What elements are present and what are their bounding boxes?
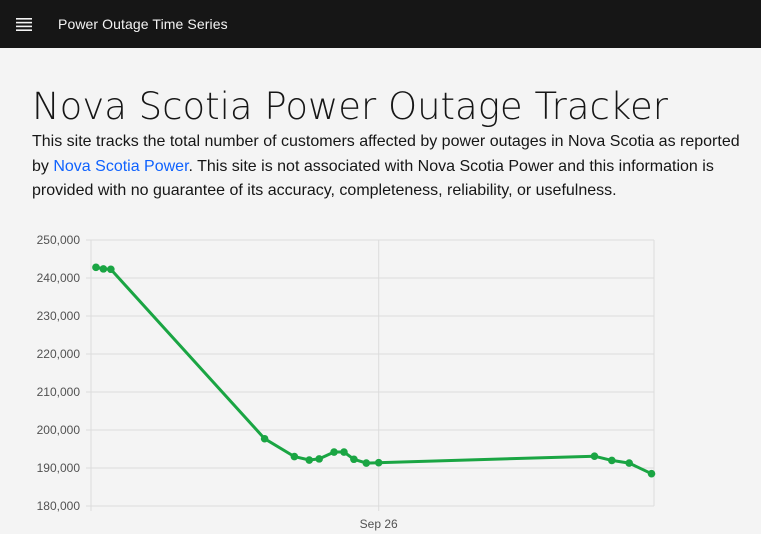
data-point [92,263,100,272]
y-tick-label: 180,000 [37,499,81,513]
data-point [590,452,599,461]
data-point [290,452,299,461]
nova-scotia-power-link[interactable]: Nova Scotia Power [53,157,189,175]
menu-button[interactable] [0,0,48,48]
intro-text-before-link: This site tracks the total number of cus… [32,133,740,175]
data-point [330,448,338,456]
y-tick-label: 250,000 [37,233,81,247]
data-point [374,458,383,467]
data-point [305,456,314,464]
top-header: Power Outage Time Series [0,0,761,48]
data-point [340,448,348,456]
y-tick-label: 240,000 [37,271,81,285]
hamburger-menu-icon [16,17,32,31]
y-tick-label: 190,000 [37,461,81,475]
y-tick-label: 220,000 [37,347,81,361]
page-title: Nova Scotia Power Outage Tracker [32,85,668,128]
data-point [315,455,323,463]
intro-text-after-link: . This site is not associated with Nova … [32,157,714,200]
data-point [107,265,115,274]
data-point [647,469,656,478]
y-tick-label: 230,000 [37,309,81,323]
x-tick-label: Sep 26 [360,517,398,531]
intro-paragraph: This site tracks the total number of cus… [32,130,747,204]
outage-line-chart: 180,000 190,000 200,000 210,000 220,000 230,0… [37,233,656,531]
y-tick-label: 200,000 [37,423,81,437]
data-point [99,265,108,273]
data-point [625,459,633,467]
y-tick-label: 210,000 [37,385,81,399]
app-name[interactable]: Power Outage Time Series [58,16,228,32]
data-point [362,459,371,467]
series-line [95,265,653,476]
data-point [350,455,358,464]
data-point [260,434,269,443]
data-point [608,456,616,465]
